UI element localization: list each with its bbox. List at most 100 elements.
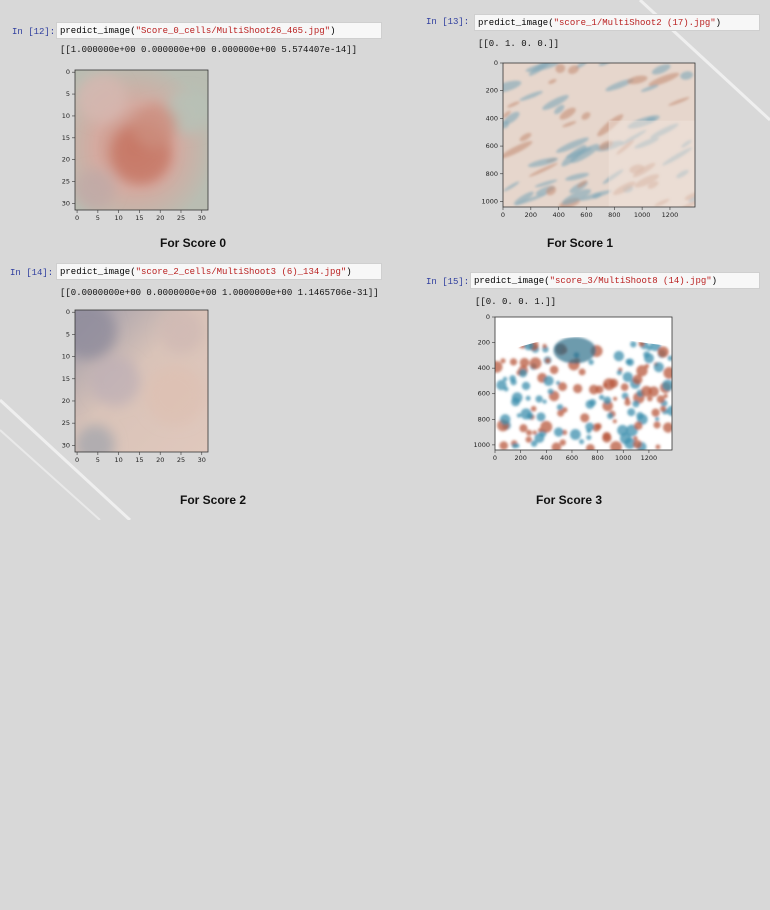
cell [636,365,648,377]
cell [526,412,534,420]
cell [636,412,644,420]
cell [612,419,617,424]
tissue-streak [503,80,522,93]
cell [500,358,506,364]
y-tick-label: 0 [486,313,490,321]
cell [525,436,532,443]
cell [666,405,672,417]
cell [644,363,650,369]
cell [554,427,564,437]
tissue-streak [548,78,557,84]
tissue-streak [542,95,569,110]
cell [651,408,660,417]
cell [663,393,668,399]
x-tick-label: 0 [75,214,79,222]
light-area [608,120,695,207]
cell [646,395,653,402]
y-tick-label: 1000 [473,441,490,449]
tissue-streak [503,181,520,192]
x-tick-label: 5 [96,214,100,222]
image [75,70,208,210]
tissue-streak [561,189,592,205]
cell [496,379,507,391]
stripe [0,429,101,520]
cell [542,343,547,349]
tissue-streak [513,191,534,205]
x-tick-label: 200 [514,454,526,462]
image-frame [502,62,696,208]
cell [536,412,546,422]
cell [595,423,602,430]
x-tick-label: 800 [608,211,620,219]
cell [530,440,538,447]
cell [535,395,543,403]
cell [521,381,531,391]
code-input: predict_image("score_3/MultiShoot8 (14).… [470,272,760,289]
code-close: ) [330,26,336,36]
code-close: ) [711,276,718,286]
y-tick-label: 200 [486,87,498,95]
cell [557,409,565,417]
tissue-streak [528,63,554,76]
cell-panel [0,695,342,910]
cell-output: [[0. 0. 0. 1.]] [475,297,557,307]
code-close: ) [346,267,352,277]
cell [653,421,661,429]
cell [606,412,614,420]
tissue-streak [503,111,520,125]
tissue-streak [534,179,558,188]
input-prompt: In [12]: [12,27,56,37]
tissue-streak [556,137,589,153]
blotch [75,169,115,209]
x-tick-label: 10 [115,456,123,464]
blotch [144,365,205,426]
cell [530,405,537,412]
cell [578,368,586,376]
y-tick-label: 20 [62,397,70,405]
blotches [75,73,208,209]
x-tick-label: 400 [540,454,552,462]
tissue-streak [555,63,566,74]
tissue-streak [561,144,587,167]
image [75,310,208,452]
x-tick-label: 800 [591,454,603,462]
x-tick-label: 600 [580,211,592,219]
cell [569,429,581,440]
cell [589,398,597,406]
y-tick-label: 5 [66,90,70,98]
tissue-streak [519,91,543,101]
cell [511,397,521,407]
cell [643,353,654,364]
cell [549,365,559,375]
y-tick-label: 600 [486,142,498,150]
cell [534,432,545,443]
code-input: predict_image("score_1/MultiShoot2 (17).… [474,14,760,31]
cell [556,404,564,411]
input-prompt: In [14]: [10,268,54,278]
tissue-streak [565,172,590,181]
tissue [495,336,672,450]
tissue-streak [605,78,634,92]
code-function: predict_image( [60,26,136,36]
x-tick-label: 25 [177,214,185,222]
tissue-streak [648,72,680,87]
tissue-streak [546,186,557,196]
cell [660,405,667,412]
code-input: predict_image("score_2_cells/MultiShoot3… [56,263,382,280]
y-tick-label: 1000 [481,197,498,205]
y-tick-label: 20 [62,156,70,164]
cell [588,359,594,365]
cell [543,375,554,387]
cell [526,429,533,436]
y-tick-label: 600 [478,390,490,398]
cell [542,399,547,404]
cell [656,395,665,404]
tissue-streak [570,144,600,164]
tissue-streak [527,157,558,168]
x-tick-label: 0 [75,456,79,464]
caption: For Score 2 [179,493,247,507]
cell [573,383,583,394]
cell [547,388,554,395]
